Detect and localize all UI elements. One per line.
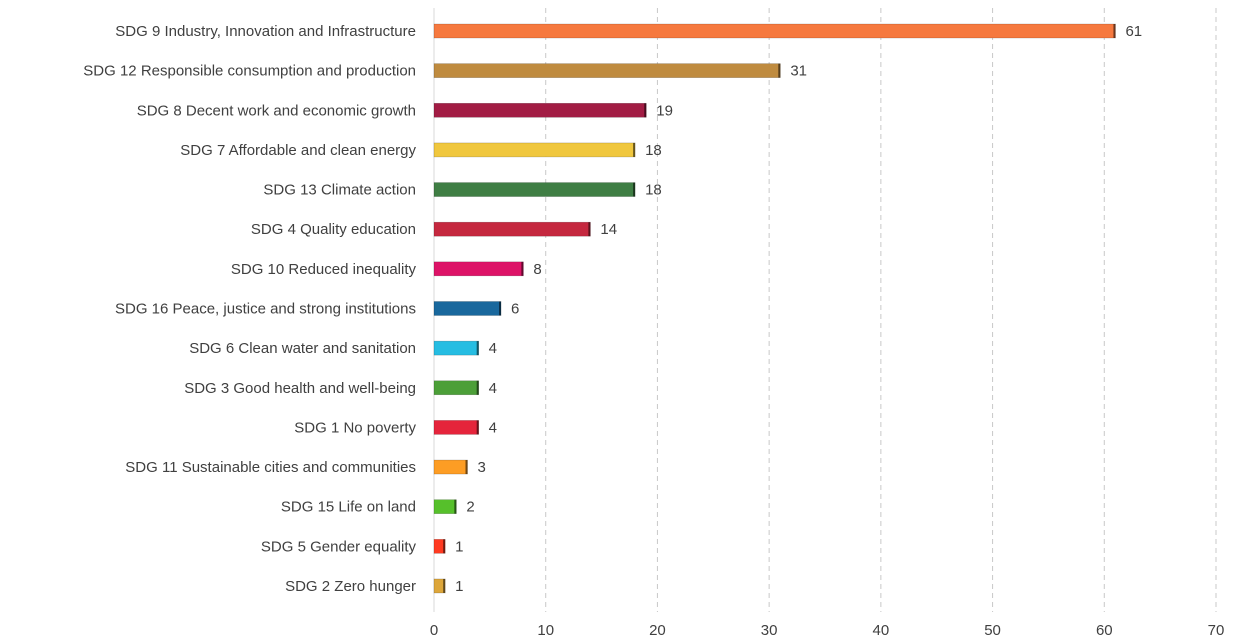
bar-9 xyxy=(433,380,479,396)
category-label-0: SDG 9 Industry, Innovation and Infrastru… xyxy=(115,23,416,40)
bar-end-1 xyxy=(778,63,781,78)
category-labels: SDG 9 Industry, Innovation and Infrastru… xyxy=(83,23,416,595)
category-label-10: SDG 1 No poverty xyxy=(294,419,416,436)
x-tick-labels: 0 10 20 30 40 50 60 70 xyxy=(430,622,1225,639)
bar-5 xyxy=(433,221,591,237)
value-label-10: 4 xyxy=(489,419,497,436)
bar-end-5 xyxy=(588,222,591,237)
x-tick-label-50: 50 xyxy=(984,622,1001,639)
category-label-4: SDG 13 Climate action xyxy=(263,182,416,199)
category-label-9: SDG 3 Good health and well-being xyxy=(184,380,416,397)
bar-2 xyxy=(433,102,647,118)
category-label-11: SDG 11 Sustainable cities and communitie… xyxy=(125,459,416,476)
x-tick-label-40: 40 xyxy=(873,622,890,639)
category-label-8: SDG 6 Clean water and sanitation xyxy=(189,340,416,357)
value-label-7: 6 xyxy=(511,300,519,317)
bar-end-14 xyxy=(443,578,446,593)
category-label-6: SDG 10 Reduced inequality xyxy=(231,261,417,278)
bar-end-13 xyxy=(443,539,446,554)
value-label-13: 1 xyxy=(455,538,463,555)
bar-6 xyxy=(433,261,524,277)
category-label-7: SDG 16 Peace, justice and strong institu… xyxy=(115,300,416,317)
value-label-2: 19 xyxy=(656,102,673,119)
bar-7 xyxy=(433,301,502,316)
bar-11 xyxy=(433,459,468,475)
bar-end-0 xyxy=(1113,24,1116,38)
value-label-0: 61 xyxy=(1125,23,1142,40)
x-tick-label-10: 10 xyxy=(537,622,554,639)
x-tick-label-20: 20 xyxy=(649,622,666,639)
bar-end-12 xyxy=(454,499,457,514)
bar-8 xyxy=(433,340,479,356)
value-label-1: 31 xyxy=(790,63,807,80)
bar-end-9 xyxy=(476,380,479,395)
bars xyxy=(433,23,1116,594)
category-label-14: SDG 2 Zero hunger xyxy=(285,578,416,595)
bar-end-8 xyxy=(476,341,479,356)
bar-end-7 xyxy=(499,301,502,316)
bar-0 xyxy=(433,23,1116,39)
value-label-5: 14 xyxy=(600,221,617,238)
bar-end-10 xyxy=(476,420,479,435)
bar-end-3 xyxy=(633,142,636,157)
gridlines xyxy=(545,8,1217,612)
bar-end-4 xyxy=(633,182,636,197)
value-label-9: 4 xyxy=(489,380,497,397)
value-labels: 61 31 19 18 18 14 8 6 4 4 4 3 2 1 1 xyxy=(455,23,1142,595)
x-tick-label-60: 60 xyxy=(1096,622,1113,639)
bar-end-6 xyxy=(521,261,524,276)
x-tick-label-30: 30 xyxy=(761,622,778,639)
value-label-6: 8 xyxy=(533,261,541,278)
value-label-12: 2 xyxy=(466,499,474,516)
x-tick-label-70: 70 xyxy=(1208,622,1225,639)
bar-10 xyxy=(433,420,479,435)
category-label-2: SDG 8 Decent work and economic growth xyxy=(137,102,416,119)
bar-end-2 xyxy=(644,103,647,118)
value-label-4: 18 xyxy=(645,182,662,199)
bar-end-11 xyxy=(465,460,468,475)
category-label-1: SDG 12 Responsible consumption and produ… xyxy=(83,63,416,80)
value-label-14: 1 xyxy=(455,578,463,595)
category-label-5: SDG 4 Quality education xyxy=(251,221,416,238)
bar-4 xyxy=(433,182,636,197)
bar-3 xyxy=(433,142,636,158)
value-label-11: 3 xyxy=(478,459,486,476)
bar-1 xyxy=(433,63,781,78)
bar-12 xyxy=(433,499,457,514)
value-label-8: 4 xyxy=(489,340,497,357)
x-tick-label-0: 0 xyxy=(430,622,438,639)
category-label-12: SDG 15 Life on land xyxy=(281,499,416,516)
category-label-13: SDG 5 Gender equality xyxy=(261,538,417,555)
value-label-3: 18 xyxy=(645,142,662,159)
category-label-3: SDG 7 Affordable and clean energy xyxy=(180,142,416,159)
